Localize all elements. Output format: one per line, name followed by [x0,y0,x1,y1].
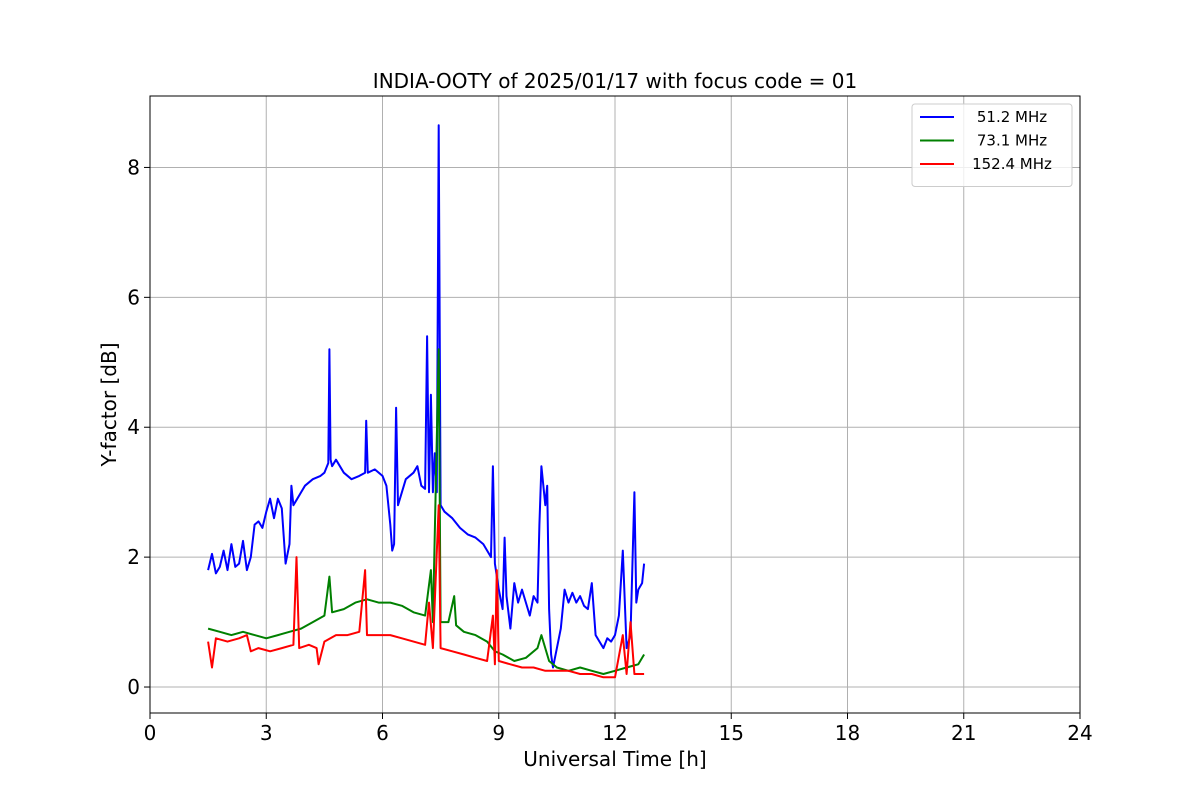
x-tick-label: 15 [719,721,744,745]
x-tick-label: 0 [144,721,157,745]
series-line-73-1-mhz [207,348,645,675]
y-tick-label: 4 [127,415,140,439]
series-line-51-2-mhz [207,124,646,669]
x-axis-label: Universal Time [h] [523,747,706,771]
x-tick-label: 24 [1067,721,1092,745]
y-tick-label: 0 [127,675,140,699]
series-line-152-4-mhz [207,504,645,679]
x-tick-label: 18 [835,721,860,745]
x-tick-label: 3 [260,721,273,745]
legend: 51.2 MHz 73.1 MHz 152.4 MHz [911,103,1073,187]
series-group [207,124,646,679]
legend-label: 73.1 MHz [977,132,1047,150]
y-tick-label: 6 [127,285,140,309]
x-tick-label: 9 [492,721,505,745]
legend-box [911,103,1073,187]
y-tick-label: 8 [127,155,140,179]
x-tick-label: 21 [951,721,976,745]
x-tick-label: 12 [602,721,627,745]
legend-label: 152.4 MHz [972,155,1052,173]
y-axis-label: Y-factor [dB] [97,342,121,467]
y-tick-label: 2 [127,545,140,569]
chart-title: INDIA-OOTY of 2025/01/17 with focus code… [373,69,857,93]
legend-label: 51.2 MHz [977,108,1047,126]
x-tick-label: 6 [376,721,389,745]
